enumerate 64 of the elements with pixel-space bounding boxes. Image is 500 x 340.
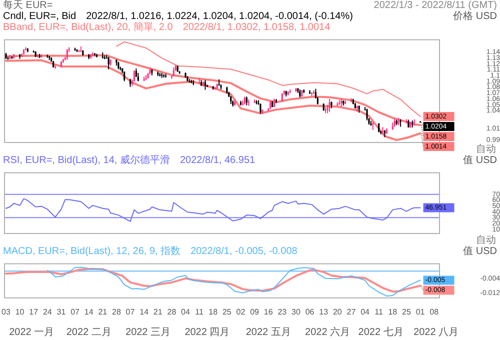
x-tick-label: 20 [332,307,342,316]
x2-tick-label: 2022 二月 [66,326,112,338]
x-tick-label: 30 [292,307,301,316]
candlestick [124,70,126,82]
x-tick-label: 14 [140,307,150,316]
text: RSI, EUR=, Bid(Last), 14, 威尔德平滑 [3,155,170,166]
x2-tick-label: 2022 四月 [184,326,230,338]
x-tick-label: 04 [181,307,190,316]
text: 2022/8/1, 46.951 [180,155,256,166]
x-tick-label: 08 [430,307,440,316]
candlestick [378,122,380,133]
text: MACD, EUR=, Bid(Last), 12, 26, 9, 指数 [3,246,181,257]
x-tick-label: 06 [305,307,315,316]
text: 2022/8/1, -0.005, -0.008 [190,246,298,257]
text: 2022/8/1, 1.0216, 1.0224, 1.0204, 1.0204, -0.0014, (-0.14%) [86,11,353,22]
x-tick-label: 27 [346,307,356,316]
text: 自动 [476,142,496,155]
x2-tick-label: 2022 三月 [126,326,171,338]
text: 自动 [476,234,496,246]
text: BBand, EUR=, Bid(Last), 20, 簡單, 2.0 [3,22,173,33]
x-tick-label: 24 [42,307,52,316]
x2-tick-label: 2022 七月 [358,326,404,338]
x-tick-label: 25 [402,307,412,316]
x-tick-label: 18 [388,307,398,316]
chart-title: 每天 EUR= [3,0,53,11]
chart-subtitle: 2022/1/3 - 2022/8/11 (GMT) [374,0,497,11]
x-tick-label: 28 [112,307,122,316]
y-axis-title: 值 USD [463,246,497,257]
text: 2022/8/1, 1.0302, 1.0158, 1.0014 [182,22,330,33]
x2-tick-label: 2022 八月 [414,326,459,338]
candlestick [66,48,68,60]
x-tick-label: 23 [278,307,288,316]
x-tick-label: 03 [2,307,11,316]
x-tick-label: 07 [126,307,136,316]
x-tick-label: 25 [222,307,232,316]
x-tick-label: 31 [56,307,66,316]
x2-tick-label: 2022 一月 [9,326,54,338]
candlestick [108,56,110,70]
x-tick-label: 28 [167,307,177,316]
x-tick-label: 11 [195,307,204,316]
candlestick [260,103,262,114]
x-tick-label: 04 [360,307,370,316]
x-tick-label: 02 [236,307,246,316]
text: Cndl, EUR=, Bid [3,11,76,22]
x-tick-label: 13 [319,307,329,316]
x-tick-label: 21 [153,307,163,316]
x-tick-label: 01 [416,307,426,316]
x2-tick-label: 2022 六月 [305,326,350,338]
x-tick-label: 18 [208,307,218,316]
x-tick-label: 11 [374,307,384,316]
candlestick [204,79,206,90]
x-tick-label: 10 [15,307,25,316]
candlestick [366,108,368,121]
x-tick-label: 14 [84,307,94,316]
candlestick [133,70,135,82]
x2-tick-label: 2022 五月 [246,326,291,338]
y-axis-title: 值 USD [463,155,497,166]
x-tick-label: 21 [98,307,108,316]
x-tick-label: 16 [264,307,274,316]
x-tick-label: 07 [70,307,80,316]
y-axis-title: 价格 USD [453,11,497,22]
x-tick-label: 09 [250,307,260,316]
candlestick [328,98,330,112]
x-tick-label: 17 [29,307,39,316]
